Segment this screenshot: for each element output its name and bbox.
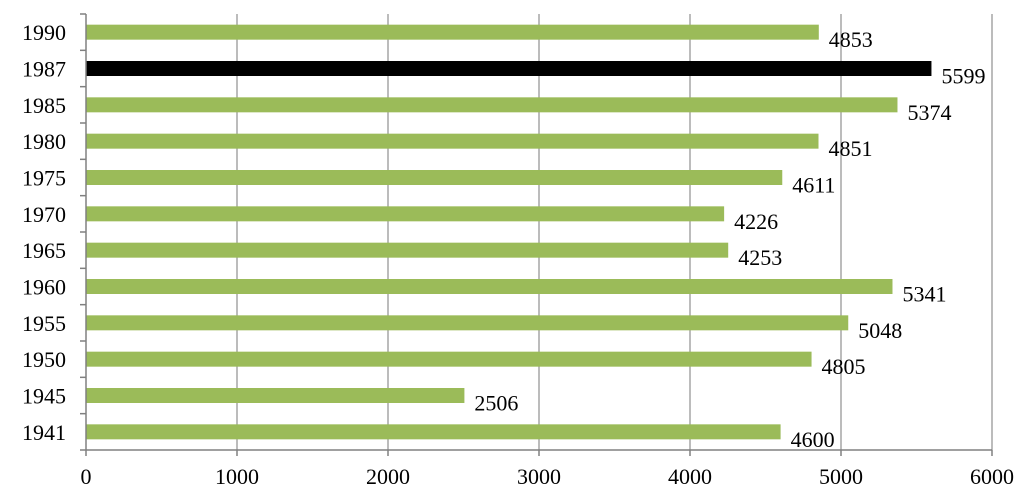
x-tick-label: 0 bbox=[81, 464, 92, 489]
bar-1941 bbox=[86, 424, 781, 440]
bar-1987 bbox=[86, 61, 932, 76]
category-label: 1970 bbox=[22, 202, 66, 227]
value-label: 5374 bbox=[907, 100, 951, 125]
bar-layer bbox=[86, 24, 932, 440]
bar-1955 bbox=[86, 315, 849, 331]
x-tick-label: 4000 bbox=[668, 464, 712, 489]
bar-1945 bbox=[86, 388, 465, 403]
value-label: 4600 bbox=[791, 427, 835, 452]
bar-1975 bbox=[86, 170, 783, 185]
category-label: 1965 bbox=[22, 238, 66, 263]
x-tick-label: 5000 bbox=[819, 464, 863, 489]
label-layer: 0 1000 2000 3000 4000 5000 6000 1990 4853 1987 559… bbox=[22, 20, 1014, 489]
value-label: 2506 bbox=[474, 391, 518, 416]
value-label: 4851 bbox=[829, 136, 873, 161]
x-tick-label: 1000 bbox=[215, 464, 259, 489]
bar-1970 bbox=[86, 206, 725, 222]
category-label: 1980 bbox=[22, 129, 66, 154]
value-label: 4226 bbox=[734, 209, 778, 234]
category-label: 1945 bbox=[22, 384, 66, 409]
value-label: 5341 bbox=[902, 282, 946, 307]
value-label: 5599 bbox=[941, 64, 985, 89]
grid-layer bbox=[236, 14, 993, 450]
category-label: 1987 bbox=[22, 57, 66, 82]
x-tick-label: 2000 bbox=[366, 464, 410, 489]
bar-1950 bbox=[86, 351, 812, 367]
bar-1965 bbox=[86, 242, 729, 258]
bar-1960 bbox=[86, 279, 893, 294]
value-label: 4853 bbox=[829, 27, 873, 52]
value-label: 4253 bbox=[738, 245, 782, 270]
value-label: 5048 bbox=[858, 318, 902, 343]
bar-1985 bbox=[86, 97, 898, 113]
x-tick-label: 6000 bbox=[970, 464, 1014, 489]
category-label: 1985 bbox=[22, 93, 66, 118]
bar-1980 bbox=[86, 133, 819, 149]
bar-1990 bbox=[86, 24, 819, 40]
category-label: 1955 bbox=[22, 311, 66, 336]
category-label: 1990 bbox=[22, 20, 66, 45]
category-label: 1950 bbox=[22, 347, 66, 372]
category-label: 1960 bbox=[22, 275, 66, 300]
x-tick-label: 3000 bbox=[517, 464, 561, 489]
value-label: 4611 bbox=[792, 173, 835, 198]
category-label: 1941 bbox=[22, 420, 66, 445]
axis-layer bbox=[80, 13, 993, 456]
category-label: 1975 bbox=[22, 166, 66, 191]
value-label: 4805 bbox=[822, 354, 866, 379]
